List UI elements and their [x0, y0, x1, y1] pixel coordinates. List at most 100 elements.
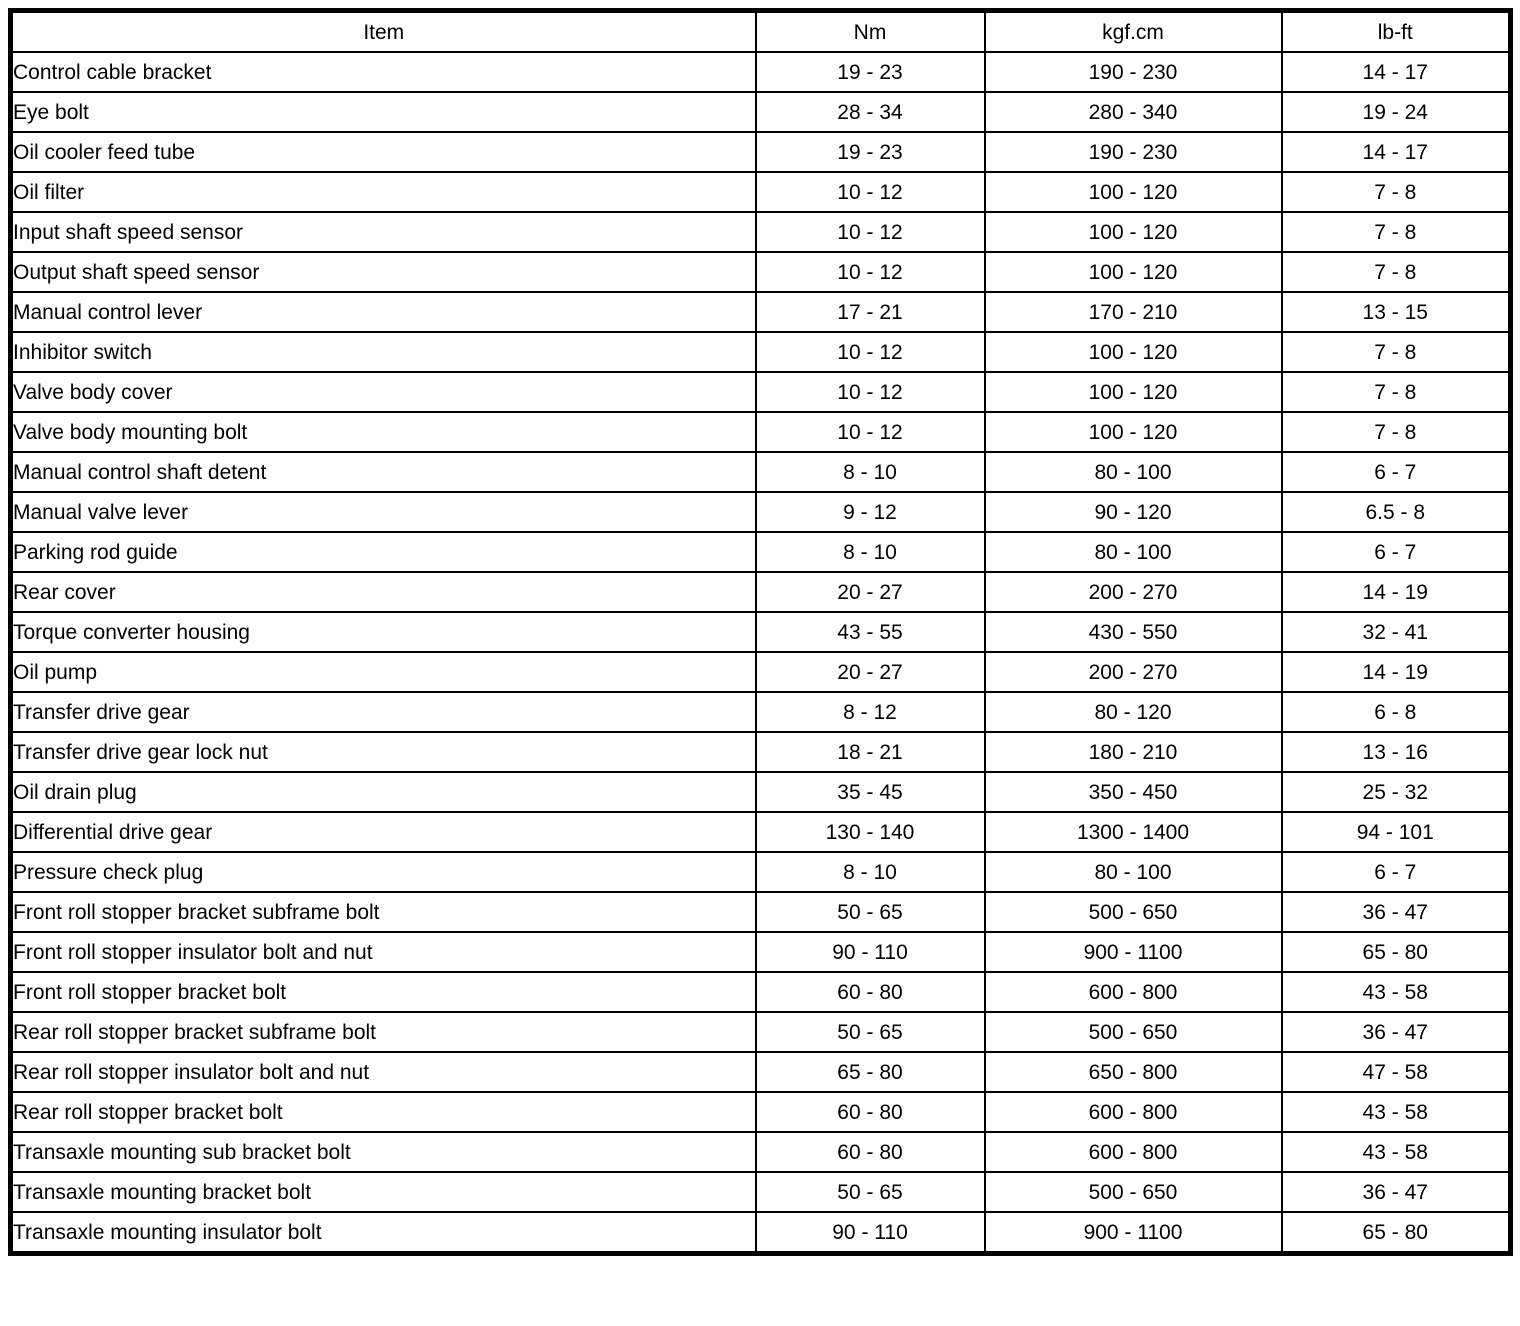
value-cell: 50 - 65 — [754, 1171, 986, 1213]
value-cell: 60 - 80 — [754, 971, 986, 1013]
item-cell: Oil pump — [9, 651, 757, 693]
table-row: Rear roll stopper bracket subframe bolt 5… — [9, 1011, 1512, 1053]
item-cell: Pressure check plug — [9, 851, 757, 893]
value-cell: 80 - 100 — [983, 531, 1283, 573]
value-cell: 100 - 120 — [983, 371, 1283, 413]
item-cell: Parking rod guide — [9, 531, 757, 573]
table-row: Front roll stopper insulator bolt and nu… — [9, 931, 1512, 973]
item-cell: Manual control lever — [9, 291, 757, 333]
header-row: Item Nm kgf.cm lb-ft — [9, 9, 1512, 53]
value-cell: 13 - 15 — [1280, 291, 1512, 333]
value-cell: 90 - 120 — [983, 491, 1283, 533]
value-cell: 350 - 450 — [983, 771, 1283, 813]
table-row: Valve body mounting bolt 10 - 12 100 - 120… — [9, 411, 1512, 453]
value-cell: 7 - 8 — [1280, 251, 1512, 293]
value-cell: 32 - 41 — [1280, 611, 1512, 653]
item-cell: Input shaft speed sensor — [9, 211, 757, 253]
value-cell: 19 - 24 — [1280, 91, 1512, 133]
value-cell: 50 - 65 — [754, 891, 986, 933]
value-cell: 900 - 1100 — [983, 1211, 1283, 1255]
value-cell: 170 - 210 — [983, 291, 1283, 333]
column-header-lbft: lb-ft — [1280, 9, 1512, 53]
value-cell: 100 - 120 — [983, 211, 1283, 253]
value-cell: 80 - 100 — [983, 451, 1283, 493]
table-row: Manual control lever 17 - 21 170 - 210 13 -… — [9, 291, 1512, 333]
value-cell: 650 - 800 — [983, 1051, 1283, 1093]
value-cell: 43 - 58 — [1280, 1091, 1512, 1133]
table-row: Manual control shaft detent 8 - 10 80 - 10… — [9, 451, 1512, 493]
value-cell: 36 - 47 — [1280, 1011, 1512, 1053]
value-cell: 36 - 47 — [1280, 891, 1512, 933]
column-header-nm: Nm — [754, 9, 986, 53]
value-cell: 20 - 27 — [754, 651, 986, 693]
column-header-kgfcm: kgf.cm — [983, 9, 1283, 53]
table-row: Parking rod guide 8 - 10 80 - 100 6 - 7 — [9, 531, 1512, 573]
item-cell: Manual valve lever — [9, 491, 757, 533]
value-cell: 190 - 230 — [983, 51, 1283, 93]
item-cell: Valve body cover — [9, 371, 757, 413]
table-row: Rear roll stopper bracket bolt 60 - 80 600… — [9, 1091, 1512, 1133]
value-cell: 6 - 7 — [1280, 451, 1512, 493]
value-cell: 17 - 21 — [754, 291, 986, 333]
value-cell: 80 - 120 — [983, 691, 1283, 733]
value-cell: 8 - 10 — [754, 851, 986, 893]
value-cell: 10 - 12 — [754, 411, 986, 453]
value-cell: 6 - 7 — [1280, 851, 1512, 893]
value-cell: 100 - 120 — [983, 411, 1283, 453]
value-cell: 900 - 1100 — [983, 931, 1283, 973]
table-row: Transaxle mounting sub bracket bolt 60 - … — [9, 1131, 1512, 1173]
value-cell: 8 - 10 — [754, 451, 986, 493]
item-cell: Oil cooler feed tube — [9, 131, 757, 173]
value-cell: 18 - 21 — [754, 731, 986, 773]
value-cell: 7 - 8 — [1280, 331, 1512, 373]
value-cell: 9 - 12 — [754, 491, 986, 533]
table-row: Control cable bracket 19 - 23 190 - 230 14 … — [9, 51, 1512, 93]
value-cell: 43 - 58 — [1280, 1131, 1512, 1173]
item-cell: Output shaft speed sensor — [9, 251, 757, 293]
value-cell: 8 - 12 — [754, 691, 986, 733]
value-cell: 60 - 80 — [754, 1131, 986, 1173]
value-cell: 65 - 80 — [1280, 1211, 1512, 1255]
value-cell: 10 - 12 — [754, 251, 986, 293]
item-cell: Oil drain plug — [9, 771, 757, 813]
value-cell: 190 - 230 — [983, 131, 1283, 173]
value-cell: 430 - 550 — [983, 611, 1283, 653]
value-cell: 20 - 27 — [754, 571, 986, 613]
table-row: Transaxle mounting insulator bolt 90 - 11… — [9, 1211, 1512, 1255]
table-row: Oil filter 10 - 12 100 - 120 7 - 8 — [9, 171, 1512, 213]
item-cell: Manual control shaft detent — [9, 451, 757, 493]
value-cell: 6 - 7 — [1280, 531, 1512, 573]
value-cell: 600 - 800 — [983, 971, 1283, 1013]
value-cell: 94 - 101 — [1280, 811, 1512, 853]
value-cell: 500 - 650 — [983, 891, 1283, 933]
value-cell: 60 - 80 — [754, 1091, 986, 1133]
item-cell: Front roll stopper insulator bolt and nu… — [9, 931, 757, 973]
table-row: Oil cooler feed tube 19 - 23 190 - 230 14 -… — [9, 131, 1512, 173]
value-cell: 280 - 340 — [983, 91, 1283, 133]
item-cell: Eye bolt — [9, 91, 757, 133]
table-row: Front roll stopper bracket subframe bolt… — [9, 891, 1512, 933]
table-row: Rear cover 20 - 27 200 - 270 14 - 19 — [9, 571, 1512, 613]
torque-spec-table: Item Nm kgf.cm lb-ft Control cable brack… — [8, 8, 1513, 1256]
value-cell: 14 - 17 — [1280, 51, 1512, 93]
table-row: Front roll stopper bracket bolt 60 - 80 60… — [9, 971, 1512, 1013]
value-cell: 100 - 120 — [983, 171, 1283, 213]
value-cell: 7 - 8 — [1280, 411, 1512, 453]
value-cell: 13 - 16 — [1280, 731, 1512, 773]
value-cell: 80 - 100 — [983, 851, 1283, 893]
value-cell: 10 - 12 — [754, 171, 986, 213]
value-cell: 7 - 8 — [1280, 211, 1512, 253]
value-cell: 6.5 - 8 — [1280, 491, 1512, 533]
value-cell: 65 - 80 — [754, 1051, 986, 1093]
table-row: Torque converter housing 43 - 55 430 - 550… — [9, 611, 1512, 653]
value-cell: 14 - 19 — [1280, 651, 1512, 693]
table-row: Rear roll stopper insulator bolt and nut… — [9, 1051, 1512, 1093]
value-cell: 28 - 34 — [754, 91, 986, 133]
item-cell: Front roll stopper bracket bolt — [9, 971, 757, 1013]
value-cell: 10 - 12 — [754, 371, 986, 413]
value-cell: 100 - 120 — [983, 251, 1283, 293]
table-row: Input shaft speed sensor 10 - 12 100 - 120… — [9, 211, 1512, 253]
value-cell: 8 - 10 — [754, 531, 986, 573]
value-cell: 500 - 650 — [983, 1171, 1283, 1213]
value-cell: 19 - 23 — [754, 131, 986, 173]
